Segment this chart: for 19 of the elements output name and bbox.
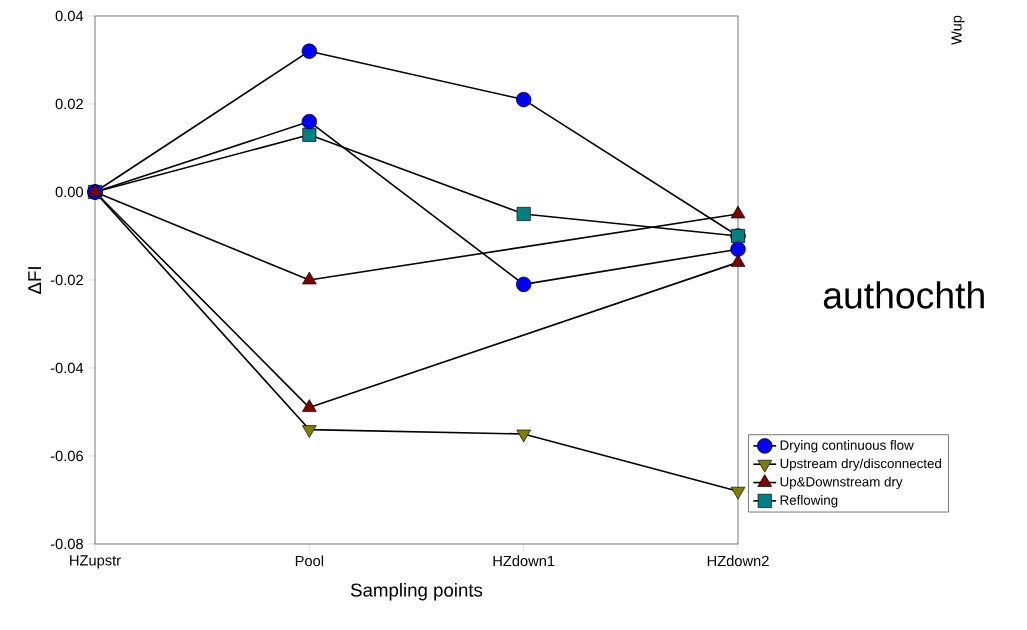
y-tick-label: -0.06	[50, 450, 83, 462]
y-axis-title: ΔFI	[28, 267, 42, 294]
legend-label: Upstream dry/disconnected	[780, 458, 942, 471]
x-tick-label: HZdown2	[707, 555, 769, 567]
y-tick-label: 0.02	[55, 98, 83, 110]
y-tick-label: -0.02	[50, 274, 83, 286]
x-tick-label: Pool	[295, 555, 324, 567]
legend-label: Drying continuous flow	[780, 440, 914, 453]
legend-label: Up&Downstream dry	[780, 476, 903, 490]
y-tick-label: -0.08	[50, 538, 83, 550]
y-tick-label: 0.04	[55, 10, 84, 22]
x-tick-label: HZdown1	[493, 555, 555, 567]
text: authochth	[823, 281, 984, 309]
x-tick-label: HZupstr	[70, 555, 121, 569]
y-tick-label: -0.04	[50, 362, 84, 374]
text: Wup	[951, 15, 965, 45]
legend-label: Reflowing	[780, 495, 838, 508]
x-axis-title: Sampling points	[350, 582, 483, 601]
y-tick-label: 0.00	[55, 186, 84, 198]
